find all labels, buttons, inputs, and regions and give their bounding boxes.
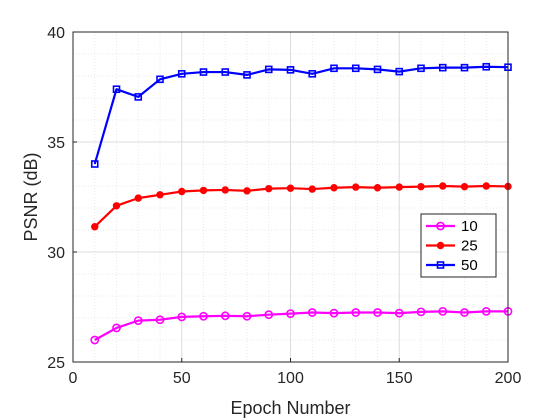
data-point-50 — [199, 68, 208, 76]
data-point-10 — [90, 335, 100, 345]
data-point-10 — [394, 308, 404, 318]
x-tick-label: 200 — [495, 370, 522, 387]
y-tick-label: 35 — [47, 135, 65, 152]
legend-label-50: 50 — [461, 257, 478, 274]
legend-label-25: 25 — [461, 238, 478, 255]
data-point-50 — [243, 71, 251, 79]
data-point-50 — [482, 62, 491, 71]
y-tick-label: 25 — [47, 355, 65, 372]
y-tick-label: 30 — [47, 245, 65, 262]
data-point-25 — [460, 182, 469, 191]
data-point-10 — [199, 311, 208, 321]
data-point-25 — [482, 182, 490, 190]
data-point-10 — [242, 311, 252, 321]
x-axis-label: Epoch Number — [230, 398, 350, 418]
data-point-50 — [395, 67, 404, 76]
data-point-10 — [220, 311, 230, 321]
data-point-25 — [112, 202, 121, 210]
data-point-25 — [308, 185, 316, 193]
data-point-50 — [264, 65, 273, 74]
data-point-10 — [264, 310, 274, 320]
x-tick-label: 50 — [173, 370, 191, 387]
x-tick-label: 100 — [277, 370, 304, 387]
data-point-25 — [417, 182, 425, 191]
data-point-25 — [373, 184, 382, 192]
data-point-25 — [156, 191, 164, 199]
y-axis-label: PSNR (dB) — [21, 152, 41, 241]
series-layer — [90, 62, 513, 345]
data-point-10 — [438, 306, 448, 316]
data-point-10 — [351, 308, 361, 317]
data-point-10 — [416, 307, 426, 317]
legend: 10 25 50 — [420, 213, 497, 278]
y-tick-label: 40 — [47, 25, 65, 42]
data-point-50 — [460, 63, 469, 72]
legend-marker-10 — [436, 221, 445, 231]
data-point-10 — [155, 315, 165, 325]
data-point-50 — [286, 66, 295, 74]
data-point-25 — [178, 187, 186, 196]
data-point-50 — [221, 68, 230, 76]
data-point-25 — [265, 184, 273, 193]
data-point-50 — [112, 85, 121, 93]
data-point-50 — [417, 64, 425, 73]
data-point-25 — [243, 187, 251, 195]
data-point-25 — [286, 184, 295, 192]
data-point-50 — [134, 93, 143, 101]
data-point-25 — [221, 186, 229, 194]
series-10 — [90, 306, 513, 345]
data-point-50 — [90, 160, 99, 168]
data-point-50 — [351, 64, 360, 73]
data-point-10 — [286, 309, 295, 318]
data-point-50 — [308, 70, 317, 78]
data-point-50 — [438, 63, 447, 72]
data-point-25 — [91, 223, 99, 231]
x-tick-label: 0 — [69, 370, 78, 387]
data-point-25 — [439, 182, 447, 190]
data-point-10 — [307, 308, 317, 317]
data-point-10 — [133, 316, 143, 326]
data-point-50 — [330, 64, 338, 73]
legend-marker-25 — [436, 241, 445, 250]
data-point-50 — [177, 70, 186, 78]
data-point-10 — [481, 306, 491, 316]
x-tick-label: 150 — [386, 370, 413, 387]
data-point-25 — [395, 183, 403, 191]
data-point-10 — [460, 308, 469, 317]
data-point-25 — [352, 183, 360, 191]
data-point-10 — [329, 308, 339, 318]
series-25 — [91, 182, 512, 231]
data-point-25 — [134, 194, 142, 202]
data-point-50 — [373, 65, 382, 74]
data-point-10 — [177, 312, 187, 322]
data-point-10 — [112, 323, 121, 333]
series-50 — [90, 62, 512, 168]
ticks: 0 50 100 150 200 25 30 35 40 — [47, 25, 521, 387]
data-point-10 — [373, 308, 382, 317]
data-point-25 — [199, 186, 208, 195]
data-point-50 — [156, 75, 164, 84]
legend-marker-50 — [436, 261, 445, 269]
legend-label-10: 10 — [461, 218, 478, 235]
data-point-25 — [330, 184, 338, 192]
